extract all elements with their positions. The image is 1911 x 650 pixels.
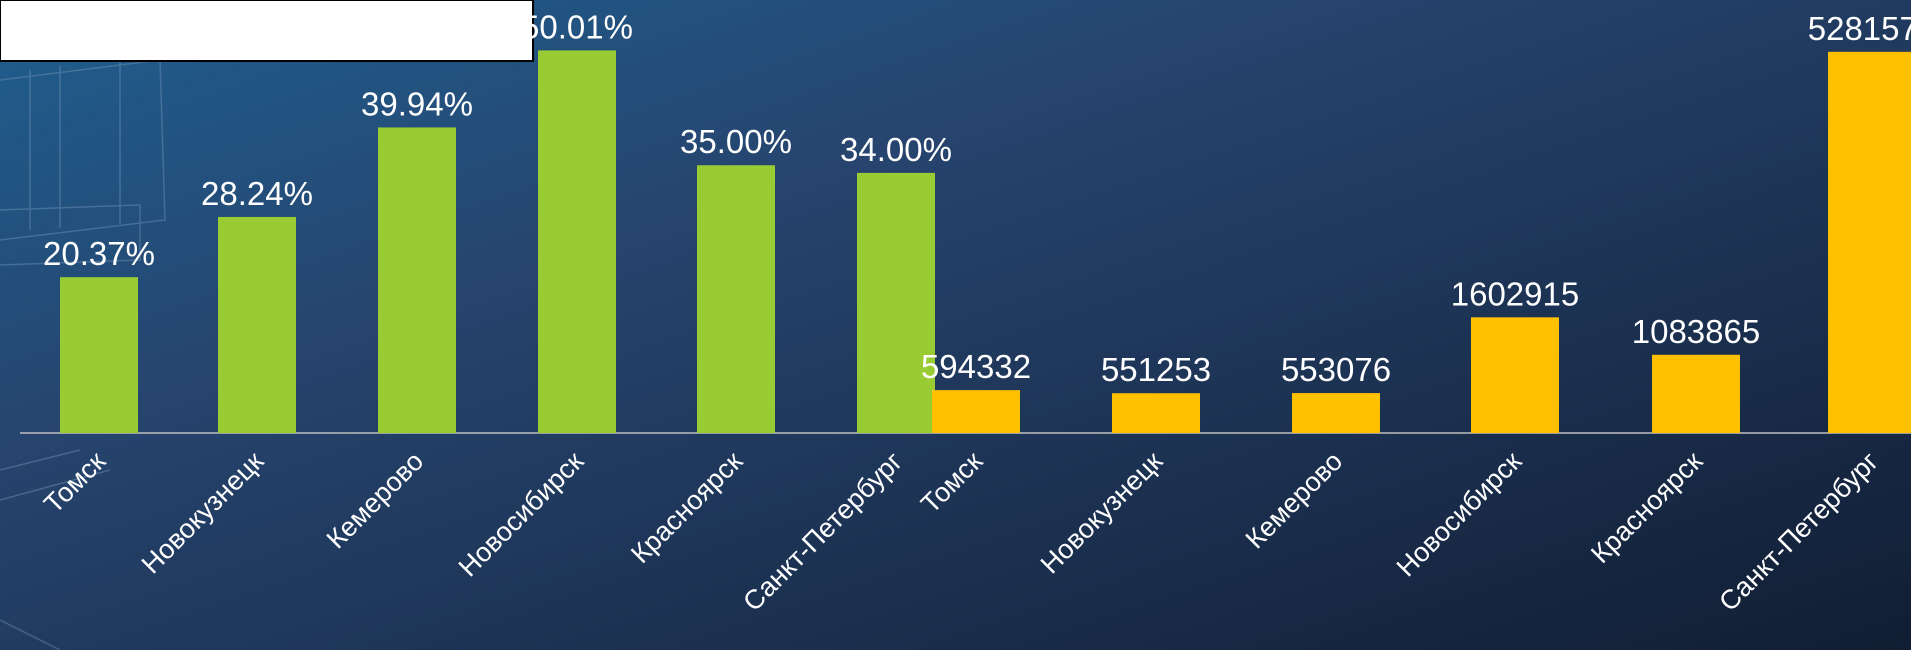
value-label: 551253 bbox=[1101, 351, 1211, 388]
bar bbox=[378, 127, 456, 434]
value-label: 35.00% bbox=[680, 123, 792, 160]
value-label: 1083865 bbox=[1632, 313, 1760, 350]
bar bbox=[538, 50, 616, 433]
value-label: 20.37% bbox=[43, 235, 155, 272]
value-label: 553076 bbox=[1281, 351, 1391, 388]
value-label: 594332 bbox=[921, 348, 1031, 385]
value-label: 50.01% bbox=[521, 8, 633, 45]
value-label: 39.94% bbox=[361, 85, 473, 122]
bar bbox=[1112, 393, 1200, 433]
bar bbox=[1471, 317, 1559, 433]
value-label: 34.00% bbox=[840, 131, 952, 168]
value-label: 28.24% bbox=[201, 175, 313, 212]
bar bbox=[1292, 393, 1380, 433]
decoration bbox=[0, 59, 166, 650]
value-label: 5281579 bbox=[1808, 10, 1911, 47]
bar bbox=[1652, 354, 1740, 433]
bar bbox=[60, 277, 138, 433]
bar bbox=[857, 172, 935, 434]
bar bbox=[218, 216, 296, 433]
bar bbox=[932, 390, 1020, 433]
bar bbox=[697, 165, 775, 433]
value-label: 1602915 bbox=[1451, 275, 1579, 312]
bar bbox=[1828, 51, 1911, 434]
text-box[interactable] bbox=[0, 0, 534, 62]
